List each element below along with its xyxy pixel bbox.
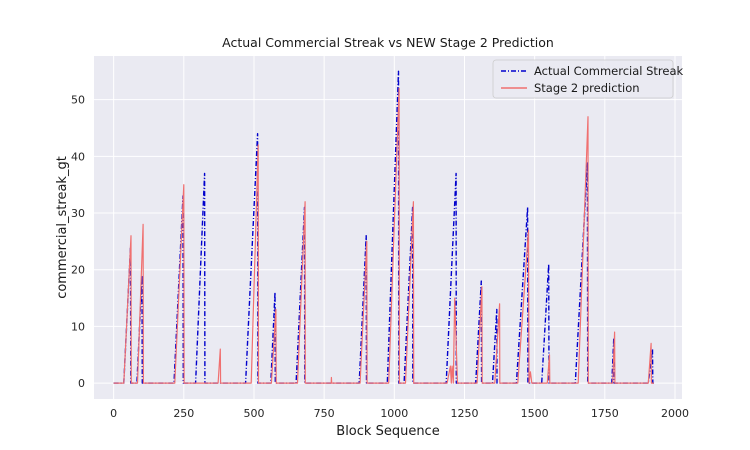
y-axis-label: commercial_streak_gt	[55, 156, 70, 299]
y-tick-label: 50	[71, 94, 85, 107]
x-tick-label: 1000	[380, 407, 408, 420]
x-tick-label: 0	[110, 407, 117, 420]
y-tick-label: 30	[71, 207, 85, 220]
x-tick-label: 500	[243, 407, 264, 420]
legend-box	[492, 59, 674, 99]
y-tick-label: 10	[71, 320, 85, 333]
x-tick-label: 1250	[450, 407, 478, 420]
y-tick-label: 40	[71, 150, 85, 163]
series-line-stage-2-prediction	[113, 87, 654, 384]
x-tick-label: 750	[314, 407, 335, 420]
x-tick-label: 2000	[661, 407, 689, 420]
y-tick-label: 0	[78, 377, 85, 390]
legend-label: Stage 2 prediction	[534, 81, 640, 95]
legend-label: Actual Commercial Streak	[534, 64, 684, 78]
chart-title: Actual Commercial Streak vs NEW Stage 2 …	[222, 35, 554, 50]
x-axis-label: Block Sequence	[336, 424, 439, 439]
x-tick-label: 1500	[521, 407, 549, 420]
x-tick-label: 1750	[591, 407, 619, 420]
x-tick-label: 250	[173, 407, 194, 420]
y-tick-label: 20	[71, 264, 85, 277]
